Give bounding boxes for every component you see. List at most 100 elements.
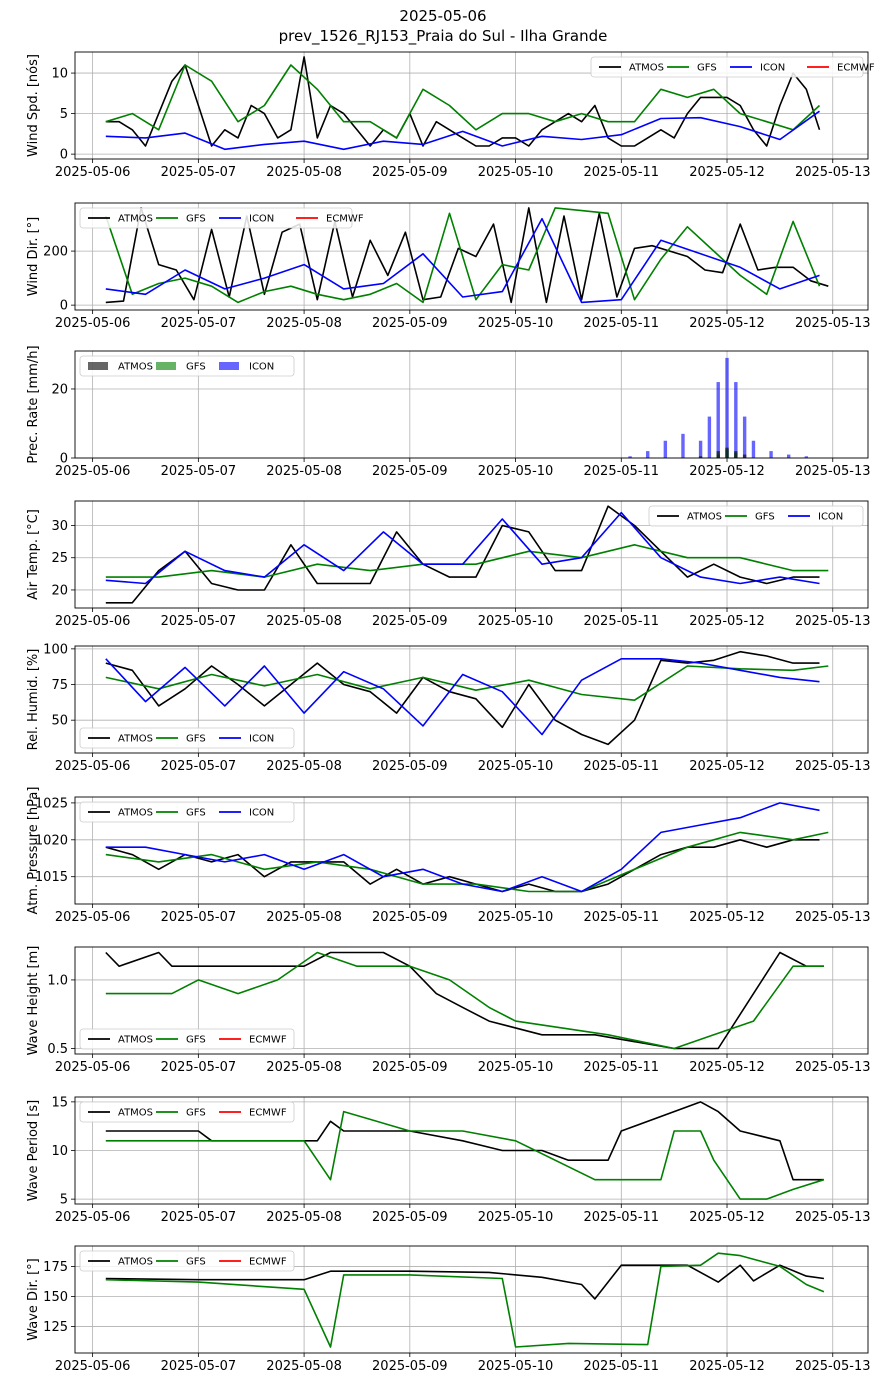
series-line-atmos — [105, 951, 824, 1050]
y-tick-label: 175 — [43, 1260, 68, 1275]
legend-swatch-atmos — [88, 362, 108, 370]
legend-label-gfs: GFS — [186, 808, 206, 819]
legend-swatch-gfs — [156, 362, 176, 370]
x-tick-label: 2025-05-12 — [689, 614, 765, 629]
y-axis-label: Prec. Rate [mm/h] — [26, 345, 41, 463]
x-tick-label: 2025-05-13 — [795, 1060, 871, 1075]
x-tick-label: 2025-05-07 — [161, 1210, 237, 1225]
x-tick-label: 2025-05-08 — [266, 1359, 342, 1374]
panel-4: 2025-05-06 2025-05-07 2025-05-08 2025-05-09… — [26, 500, 871, 629]
axes-frame — [74, 796, 869, 905]
y-tick-label: 5 — [60, 107, 68, 122]
legend-box — [590, 56, 864, 78]
legend-label-atmos: ATMOS — [118, 1035, 153, 1046]
panel-6: 2025-05-06 2025-05-07 2025-05-08 2025-05-09… — [26, 787, 871, 925]
legend-label-gfs: GFS — [186, 734, 206, 745]
series-line-gfs — [105, 1252, 825, 1348]
y-tick-label: 75 — [51, 678, 68, 693]
series-line-gfs — [105, 1110, 825, 1200]
x-tick-label: 2025-05-13 — [795, 614, 871, 629]
legend-label-icon: ICON — [818, 512, 843, 523]
x-tick-label: 2025-05-09 — [372, 1060, 448, 1075]
legend-label-gfs: GFS — [186, 214, 206, 225]
x-tick-label: 2025-05-10 — [478, 1060, 554, 1075]
precip-bar-atmos — [734, 451, 738, 458]
y-tick-label: 1025 — [35, 796, 68, 811]
x-tick-label: 2025-05-07 — [161, 910, 237, 925]
legend-label-ecmwf: ECMWF — [837, 63, 875, 74]
x-tick-label: 2025-05-12 — [689, 1210, 765, 1225]
x-tick-label: 2025-05-13 — [795, 316, 871, 331]
x-tick-label: 2025-05-06 — [55, 910, 131, 925]
x-tick-label: 2025-05-09 — [372, 316, 448, 331]
series-line-gfs — [105, 207, 821, 304]
x-tick-label: 2025-05-11 — [584, 464, 660, 479]
precip-bar-icon — [716, 382, 720, 458]
plot-area — [105, 505, 829, 604]
y-tick-label: 15 — [51, 1095, 68, 1110]
x-tick-label: 2025-05-11 — [584, 316, 660, 331]
plot-area — [105, 207, 829, 304]
precip-bar-icon — [725, 357, 729, 458]
series-line-gfs — [105, 831, 829, 893]
legend-label-icon: ICON — [249, 808, 274, 819]
x-tick-label: 2025-05-10 — [478, 464, 554, 479]
precip-bar-icon — [751, 440, 756, 458]
legend: ATMOS GFS ECMWF — [79, 1028, 295, 1050]
legend-label-atmos: ATMOS — [118, 1257, 153, 1268]
precip-bar-icon — [769, 451, 773, 458]
legend: ATMOS GFS ICON — [79, 355, 295, 377]
axes-frame — [74, 645, 869, 754]
x-tick-label: 2025-05-08 — [266, 464, 342, 479]
y-axis-label: Wave Period [s] — [26, 1100, 41, 1201]
legend-box — [79, 207, 353, 229]
x-tick-label: 2025-05-06 — [55, 1210, 131, 1225]
y-tick-label: 100 — [43, 642, 68, 657]
legend-label-icon: ICON — [249, 734, 274, 745]
axes-frame — [74, 1245, 869, 1354]
x-tick-label: 2025-05-06 — [55, 1060, 131, 1075]
y-tick-label: 5 — [60, 1193, 68, 1208]
x-tick-label: 2025-05-09 — [372, 614, 448, 629]
legend-box — [79, 1250, 295, 1272]
series-line-icon — [105, 217, 820, 304]
legend-label-gfs: GFS — [186, 1257, 206, 1268]
legend-label-icon: ICON — [760, 63, 785, 74]
x-tick-label: 2025-05-12 — [689, 464, 765, 479]
x-tick-label: 2025-05-12 — [689, 759, 765, 774]
y-axis-label: Atm. Pressure [hPa] — [26, 787, 41, 915]
title-station: prev_1526_RJ153_Praia do Sul - Ilha Gran… — [278, 27, 608, 45]
x-tick-label: 2025-05-08 — [266, 614, 342, 629]
series-line-atmos — [105, 650, 820, 746]
series-line-atmos — [105, 56, 821, 147]
legend-label-atmos: ATMOS — [118, 734, 153, 745]
x-tick-label: 2025-05-10 — [478, 316, 554, 331]
x-tick-label: 2025-05-07 — [161, 1060, 237, 1075]
precip-bar-atmos — [742, 454, 747, 458]
plot-area — [628, 357, 809, 458]
x-tick-label: 2025-05-07 — [161, 1359, 237, 1374]
legend-box — [79, 1101, 295, 1123]
series-line-gfs — [105, 951, 824, 1050]
x-tick-label: 2025-05-10 — [478, 1359, 554, 1374]
precip-bar-icon — [742, 416, 747, 458]
plot-area — [105, 56, 821, 151]
series-line-icon — [105, 657, 820, 736]
plot-area — [105, 1252, 825, 1348]
legend: ATMOS GFS ICON — [79, 727, 295, 749]
legend-label-ecmwf: ECMWF — [326, 214, 364, 225]
x-tick-label: 2025-05-11 — [584, 1060, 660, 1075]
x-tick-label: 2025-05-06 — [55, 316, 131, 331]
legend: ATMOS GFS ECMWF — [79, 1101, 295, 1123]
series-line-icon — [105, 802, 820, 893]
legend: ATMOS GFS ICON — [648, 505, 864, 527]
y-tick-label: 200 — [43, 245, 68, 260]
legend-box — [79, 355, 295, 377]
y-tick-label: 0 — [60, 299, 68, 314]
y-axis-label: Air Temp. [°C] — [26, 509, 41, 600]
y-tick-label: 10 — [51, 67, 68, 82]
panel-2: 2025-05-06 2025-05-07 2025-05-08 2025-05-09… — [26, 202, 871, 331]
y-axis-label: Rel. Humid. [%] — [26, 649, 41, 751]
x-tick-label: 2025-05-07 — [161, 464, 237, 479]
x-tick-label: 2025-05-13 — [795, 759, 871, 774]
